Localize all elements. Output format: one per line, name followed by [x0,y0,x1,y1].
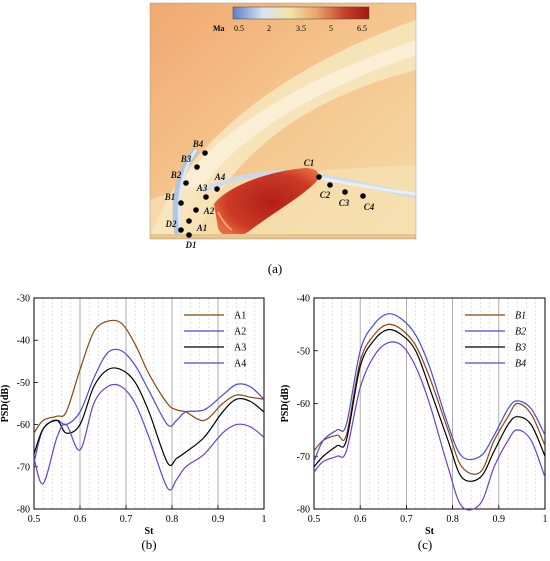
y-axis-title: PSD(dB) [0,385,11,423]
probe-point-d1 [186,232,192,238]
series-line-a1 [33,319,265,434]
y-tick-label: -60 [17,420,30,431]
legend-label: A2 [234,327,246,338]
x-tick-label: 0.7 [400,514,413,525]
y-tick-label: -70 [297,452,310,463]
y-tick-label: -40 [17,336,30,347]
probe-label-c2: C2 [320,190,331,200]
probe-label-b4: B4 [192,139,204,149]
colorbar-tick-label: 0.5 [234,24,244,33]
probe-point-a4 [214,186,220,192]
panel-label-b: (b) [141,537,156,552]
x-axis-title: St [425,526,435,537]
colorbar-tick-label: 2 [267,24,271,33]
x-tick-label: 0.9 [493,514,506,525]
x-tick-label: 1 [543,514,548,525]
legend-label: A3 [234,343,246,354]
x-tick-label: 0.5 [308,514,321,525]
x-tick-label: 1 [262,514,267,525]
probe-point-a1 [186,218,192,224]
probe-label-a1: A1 [196,223,208,233]
probe-label-b2: B2 [170,170,182,180]
probe-point-b1 [178,200,184,206]
probe-label-d2: D2 [165,219,177,229]
y-tick-label: -30 [17,294,30,305]
colorbar-gradient [232,6,370,20]
panel-label-a: (a) [268,261,282,276]
colorbar-tick-label: 3.5 [296,24,306,33]
probe-point-c3 [342,189,348,195]
probe-point-a3 [203,194,209,200]
psd-chart-c: 0.5 0.6 0.7 0.8 0.9 1 -40 -50 -60 -70 -80 St PSD(dB)… [280,294,548,538]
colorbar: Ma 0.5 2 3.5 5 6.5 [213,6,370,33]
y-tick-label: -50 [17,378,30,389]
series-line-a4 [33,383,265,491]
x-tick-label: 0.6 [354,514,367,525]
probe-point-c1 [316,174,322,180]
x-axis-title: St [145,526,155,537]
probe-label-b3: B3 [180,154,192,164]
y-axis-title: PSD(dB) [280,385,291,423]
legend-label: A4 [234,359,246,370]
probe-label-c4: C4 [364,202,375,212]
probe-label-a2: A2 [203,206,215,216]
x-tick-label: 0.8 [446,514,459,525]
x-tick-label: 0.7 [120,514,133,525]
probe-point-c4 [360,193,366,199]
y-tick-label: -50 [297,346,310,357]
probe-label-d1: D1 [185,240,197,250]
psd-chart-b: 0.5 0.6 0.7 0.8 0.9 1 -30 -40 -50 -60 -70 -80 St PSD(… [0,294,267,538]
probe-point-c2 [327,182,333,188]
y-tick-label: -80 [17,505,30,516]
probe-point-d2 [178,227,184,233]
probe-label-c3: C3 [339,198,350,208]
series-line-a3 [33,367,265,467]
probe-label-c1: C1 [304,158,315,168]
x-tick-label: 0.6 [74,514,87,525]
probe-point-a2 [193,207,199,213]
legend-label: B4 [515,359,526,370]
series-line-b4 [313,341,546,511]
colorbar-tick-label: 6.5 [357,24,367,33]
x-tick-label: 0.5 [28,514,41,525]
series-line-b3 [313,328,546,482]
series-line-b2 [313,313,546,462]
legend-label: B1 [515,311,526,322]
x-tick-label: 0.8 [166,514,179,525]
x-tick-label: 0.9 [212,514,225,525]
probe-point-b2 [183,180,189,186]
y-tick-label: -80 [297,505,310,516]
plot-frame [33,297,265,510]
mach-contour-plot [150,3,416,239]
legend-label: B3 [515,343,526,354]
probe-point-b3 [194,164,200,170]
legend-label: A1 [234,311,246,322]
y-tick-label: -60 [297,399,310,410]
series-line-b1 [313,323,546,475]
y-tick-label: -70 [17,462,30,473]
panel-label-c: (c) [418,537,432,552]
colorbar-tick-label: 5 [329,24,333,33]
probe-point-b4 [202,150,208,156]
y-tick-label: -40 [297,294,310,305]
probe-label-a3: A3 [196,183,208,193]
legend-label: B2 [515,327,526,338]
colorbar-title: Ma [213,24,225,33]
probe-label-a4: A4 [214,172,226,182]
probe-label-b1: B1 [164,192,176,202]
